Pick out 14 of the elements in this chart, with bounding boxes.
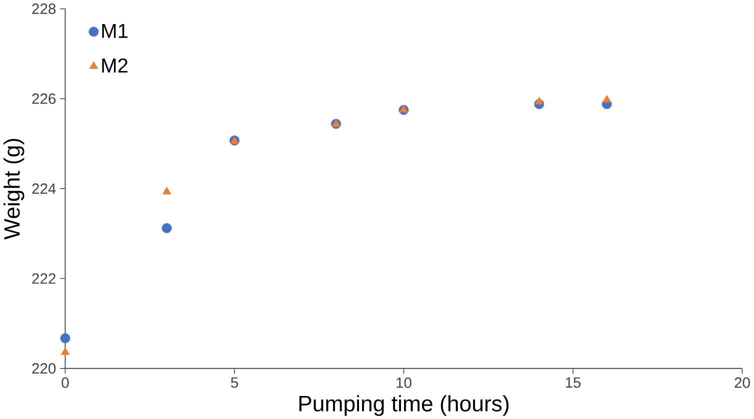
- y-tick-label: 226: [32, 93, 56, 104]
- x-tick-label: 5: [230, 377, 238, 388]
- y-tick-label: 222: [32, 273, 56, 284]
- legend-label: M2: [102, 58, 128, 72]
- y-axis-title: Weight (g): [4, 138, 24, 240]
- y-tick-label: 228: [32, 3, 56, 14]
- x-tick-label: 15: [566, 377, 581, 388]
- x-tick-label: 10: [396, 377, 412, 388]
- y-tick-label: 224: [32, 183, 56, 194]
- x-tick-label: 0: [62, 377, 69, 388]
- x-axis-title: Pumping time (hours): [299, 394, 508, 416]
- x-tick-label: 20: [734, 377, 750, 388]
- legend-label: M1: [102, 24, 128, 38]
- y-tick-label: 220: [32, 362, 56, 374]
